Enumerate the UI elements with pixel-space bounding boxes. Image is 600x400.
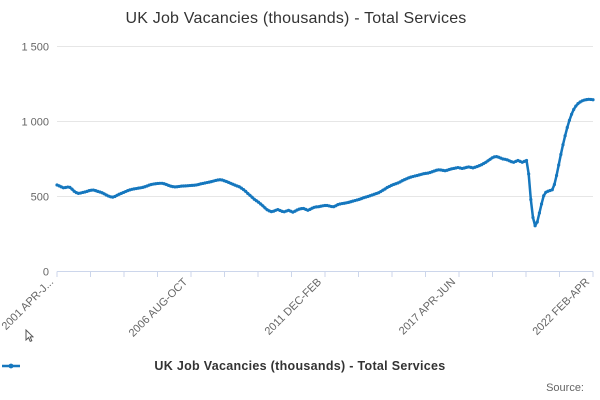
series-point-marker[interactable] xyxy=(550,188,554,192)
series-point-marker[interactable] xyxy=(539,202,544,206)
series-point-marker[interactable] xyxy=(529,197,533,202)
legend-label: UK Job Vacancies (thousands) - Total Ser… xyxy=(154,359,446,373)
x-axis-tick-label: 2001 APR-J... xyxy=(0,276,56,332)
series-point-marker[interactable] xyxy=(261,204,265,208)
series-point-marker[interactable] xyxy=(554,173,559,178)
chart-title: UK Job Vacancies (thousands) - Total Ser… xyxy=(125,10,467,27)
series-point-marker[interactable] xyxy=(535,220,539,224)
series-point-marker[interactable] xyxy=(559,152,563,157)
series-point-marker[interactable] xyxy=(68,185,72,189)
series-point-marker[interactable] xyxy=(563,134,567,138)
mouse-cursor-icon xyxy=(25,329,34,343)
legend-item[interactable]: UK Job Vacancies (thousands) - Total Ser… xyxy=(0,359,600,373)
series-point-marker[interactable] xyxy=(542,194,546,198)
legend-line-marker-icon xyxy=(2,363,20,369)
series-point-marker[interactable] xyxy=(524,158,529,163)
series-point-marker[interactable] xyxy=(574,104,578,108)
series-point-marker[interactable] xyxy=(569,112,574,116)
series-point-marker[interactable] xyxy=(527,172,531,176)
series-point-marker[interactable] xyxy=(572,107,576,112)
series-point-marker[interactable] xyxy=(552,182,557,187)
series-point-marker[interactable] xyxy=(244,189,248,193)
x-axis-tick-label: 2011 DEC-FEB xyxy=(263,276,325,338)
series-point-marker[interactable] xyxy=(561,143,565,147)
series-point-marker[interactable] xyxy=(248,193,252,197)
y-axis-tick-label: 1 000 xyxy=(21,117,49,129)
y-axis-tick-label: 1 500 xyxy=(21,42,49,54)
x-axis-tick-label: 2022 FEB-APR xyxy=(530,276,592,338)
y-axis-tick-label: 0 xyxy=(43,267,49,279)
series-point-marker[interactable] xyxy=(591,98,595,102)
series-point-marker[interactable] xyxy=(241,188,246,192)
series-point-marker[interactable] xyxy=(565,125,569,130)
series-point-marker[interactable] xyxy=(537,211,542,215)
source-note: Source: xyxy=(546,382,584,394)
series-point-marker[interactable] xyxy=(263,206,267,210)
x-axis-tick-label: 2017 APR-JUN xyxy=(397,276,458,337)
series-point-marker[interactable] xyxy=(250,195,254,199)
series-point-marker[interactable] xyxy=(246,191,250,196)
series-point-marker[interactable] xyxy=(533,224,537,228)
series-point-marker[interactable] xyxy=(256,200,261,204)
x-axis-tick-label: 2006 AUG-OCT xyxy=(127,276,191,340)
series-point-marker[interactable] xyxy=(557,163,561,167)
series-point-marker[interactable] xyxy=(259,202,263,206)
series-point-marker[interactable] xyxy=(567,118,572,122)
series-point-marker[interactable] xyxy=(70,187,74,191)
series-point-marker[interactable] xyxy=(531,215,535,220)
y-axis-tick-label: 500 xyxy=(31,192,49,204)
